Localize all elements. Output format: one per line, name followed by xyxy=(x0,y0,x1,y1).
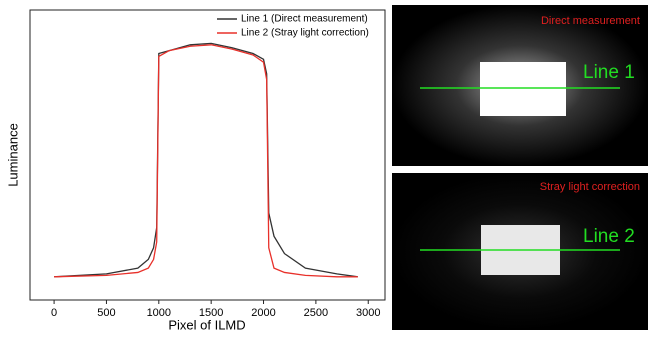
series-line xyxy=(54,45,358,277)
panel-caption: Direct measurement xyxy=(541,15,640,27)
line-label: Line 2 xyxy=(583,226,635,247)
legend-label: Line 2 (Stray light correction) xyxy=(241,28,369,39)
x-tick-label: 1000 xyxy=(147,307,171,319)
line-label: Line 1 xyxy=(583,62,635,83)
x-axis-label: Pixel of ILMD xyxy=(168,317,245,332)
panel-caption: Stray light correction xyxy=(540,181,640,193)
x-tick-label: 500 xyxy=(97,307,115,319)
y-axis-label: Luminance xyxy=(5,123,20,187)
plot-frame xyxy=(30,10,385,300)
x-tick-label: 2000 xyxy=(251,307,275,319)
x-tick-label: 0 xyxy=(51,307,57,319)
light-source xyxy=(480,62,566,116)
x-tick-label: 1500 xyxy=(199,307,223,319)
series-line xyxy=(54,43,358,276)
figure: Luminance Pixel of ILMD Line 1 (Direct m… xyxy=(0,0,652,333)
legend-label: Line 1 (Direct measurement) xyxy=(241,14,368,25)
legend: Line 1 (Direct measurement) Line 2 (Stray… xyxy=(215,11,384,41)
x-tick-label: 2500 xyxy=(304,307,328,319)
x-tick-label: 3000 xyxy=(356,307,380,319)
